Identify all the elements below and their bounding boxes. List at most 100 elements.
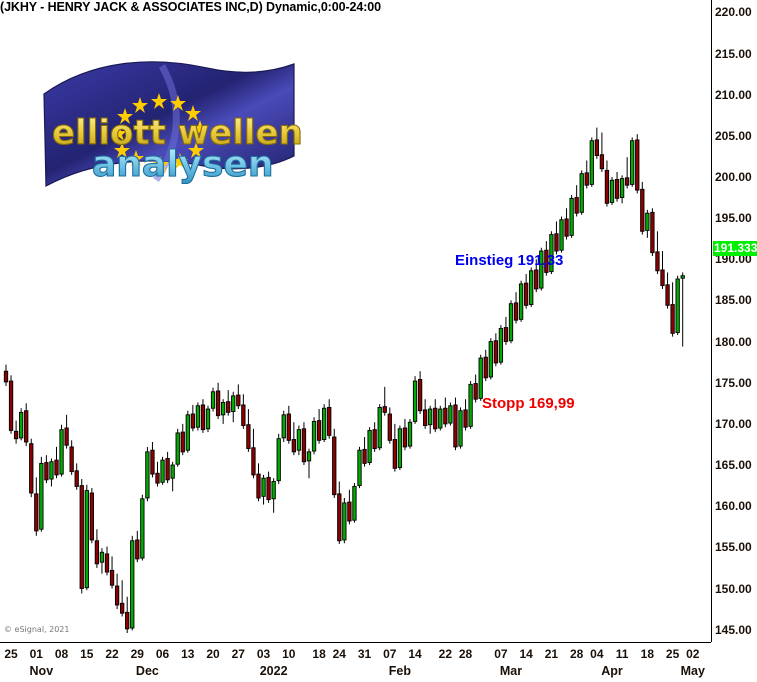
candle [614, 172, 620, 202]
date-tick-label: 24 [332, 647, 346, 661]
candle [493, 333, 498, 367]
price-tick-label: 185.00 [715, 293, 752, 308]
candle [64, 414, 69, 449]
candle [29, 438, 34, 498]
candle [3, 364, 9, 387]
candle [19, 408, 24, 441]
candle [226, 390, 231, 416]
candle [508, 300, 514, 344]
date-tick-label: 28 [458, 647, 473, 661]
candle [635, 134, 640, 194]
candle [195, 402, 201, 431]
candle [412, 376, 418, 424]
candle [347, 489, 352, 525]
candle [286, 405, 291, 444]
candle [130, 535, 135, 631]
candle [220, 399, 226, 424]
copyright-notice: © eSignal, 2021 [4, 625, 70, 634]
price-tick-label: 160.00 [715, 499, 752, 514]
candle [210, 387, 216, 412]
date-tick-label: 25 [665, 647, 680, 661]
candle [150, 441, 155, 478]
chart-title: (JKHY - HENRY JACK & ASSOCIATES INC,D) D… [0, 0, 381, 14]
candlestick-plot-area[interactable] [0, 0, 711, 642]
date-tick-label: 01 [29, 647, 43, 661]
candle [251, 428, 256, 479]
date-tick-label: 22 [105, 647, 119, 661]
candle [306, 448, 312, 479]
candle [94, 529, 100, 568]
candle [74, 463, 79, 490]
candle [645, 209, 650, 238]
date-tick-label: 04 [590, 647, 604, 661]
candle [367, 427, 372, 466]
date-tick-label: 15 [80, 647, 94, 661]
candle [377, 404, 382, 451]
candle [342, 497, 347, 544]
month-label: Dec [135, 664, 159, 678]
price-tick-label: 210.00 [715, 87, 752, 102]
candle [160, 456, 165, 485]
candle [140, 494, 145, 561]
date-tick-label: 10 [282, 647, 296, 661]
candle [423, 399, 428, 429]
entry-annotation: Einstieg 191,33 [455, 252, 564, 269]
candle [372, 422, 377, 452]
candle [155, 461, 160, 487]
date-axis[interactable]: 25 01 08 15 22 29 06 13 20 27 03 10 18 24 31 07 14 22 28 07… [0, 642, 711, 682]
candle [513, 292, 519, 324]
candle [322, 404, 327, 442]
price-axis[interactable]: 220.00 215.00 210.00 205.00 200.00 195.00 190.… [711, 0, 757, 642]
candle [281, 410, 286, 442]
price-tick-label: 165.00 [715, 458, 752, 473]
candle [109, 556, 115, 589]
candle [261, 474, 266, 505]
candle [256, 463, 261, 502]
date-tick-label: 28 [569, 647, 584, 661]
candle [660, 251, 665, 289]
stop-annotation: Stopp 169,99 [482, 395, 575, 412]
candle [170, 461, 175, 492]
candle [79, 479, 84, 594]
candle [362, 437, 367, 467]
candle [584, 160, 589, 189]
price-tick-label: 170.00 [715, 416, 752, 431]
candle [119, 580, 125, 617]
candle [382, 386, 387, 416]
candle [670, 282, 675, 337]
price-tick-label: 155.00 [715, 540, 752, 555]
price-tick-label: 150.00 [715, 581, 752, 596]
candle [463, 399, 468, 431]
date-tick-label: 03 [256, 647, 271, 661]
price-tick-label: 180.00 [715, 334, 752, 349]
candle [13, 420, 19, 444]
date-tick-label: 18 [312, 647, 326, 661]
candle [529, 267, 534, 308]
candle [276, 433, 281, 484]
candle [609, 176, 615, 205]
candle [554, 221, 559, 255]
date-tick-label: 22 [438, 647, 453, 661]
date-tick-label: 29 [130, 647, 144, 661]
candle [574, 185, 579, 217]
candle [453, 397, 458, 451]
candle [316, 409, 322, 444]
candle [185, 410, 190, 453]
date-tick-label: 14 [408, 647, 422, 661]
candle [236, 384, 241, 410]
month-label: Feb [388, 664, 412, 678]
candle [443, 397, 448, 428]
candle [417, 371, 423, 415]
month-label: Nov [29, 664, 54, 678]
price-tick-label: 215.00 [715, 46, 752, 61]
candle [44, 455, 49, 484]
candle [104, 546, 110, 576]
candle [352, 483, 357, 523]
candle [518, 280, 524, 322]
candle [402, 418, 408, 451]
candle [145, 446, 150, 502]
candle [357, 446, 362, 489]
last-price-tag: 191.333 [713, 241, 757, 257]
candle [39, 456, 44, 532]
